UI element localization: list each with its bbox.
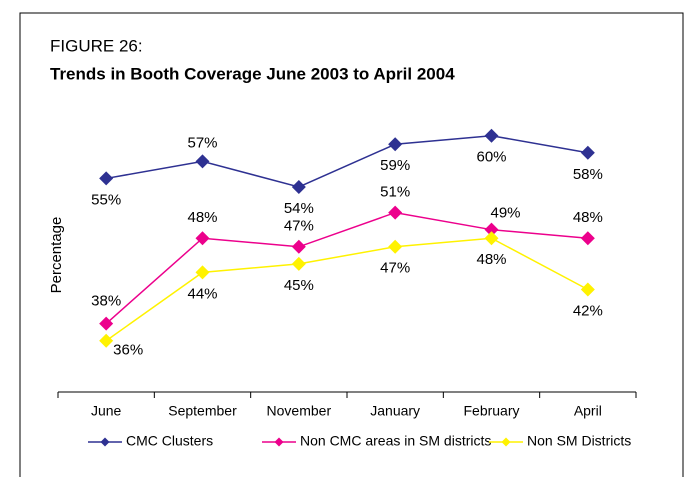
x-tick-label: November (267, 403, 332, 419)
chart-title: Trends in Booth Coverage June 2003 to Ap… (50, 64, 455, 83)
data-label: 58% (573, 166, 603, 183)
data-point (388, 205, 403, 220)
data-point (484, 222, 499, 237)
data-label: 57% (187, 134, 217, 151)
legend-label: CMC Clusters (126, 433, 213, 449)
data-point (291, 256, 306, 271)
data-point (291, 239, 306, 254)
series-line (106, 134, 588, 188)
x-tick-label: February (463, 403, 519, 419)
data-label: 54% (284, 200, 314, 217)
data-label: 51% (380, 184, 410, 201)
data-point (291, 179, 306, 194)
data-point (195, 231, 210, 246)
data-label: 59% (380, 157, 410, 174)
data-point (580, 231, 595, 246)
y-axis-label: Percentage (48, 217, 65, 294)
legend-marker (274, 437, 284, 447)
data-label: 55% (91, 191, 121, 208)
data-point (195, 265, 210, 280)
data-point (99, 333, 114, 348)
data-label: 48% (573, 209, 603, 226)
data-point (195, 154, 210, 169)
data-point (388, 239, 403, 254)
legend-label: Non CMC areas in SM districts (300, 433, 491, 449)
x-tick-label: September (168, 403, 237, 419)
data-label: 49% (490, 205, 520, 222)
series-line (105, 237, 589, 342)
data-label: 42% (573, 302, 603, 319)
data-label: 60% (476, 149, 506, 166)
data-point (388, 137, 403, 152)
series-line (105, 211, 588, 325)
data-label: 48% (187, 209, 217, 226)
data-point (99, 316, 114, 331)
x-tick-label: January (370, 403, 420, 419)
figure-label: FIGURE 26: (50, 36, 143, 55)
data-point (580, 282, 595, 297)
data-label: 48% (476, 251, 506, 268)
frame (19, 12, 684, 477)
data-point (484, 128, 499, 143)
legend-label: Non SM Districts (527, 433, 631, 449)
x-tick-label: June (91, 403, 122, 419)
data-point (484, 231, 499, 246)
data-label: 44% (187, 285, 217, 302)
data-point (580, 145, 595, 160)
x-tick-label: April (574, 403, 602, 419)
data-point (99, 171, 114, 186)
legend-marker (501, 437, 511, 447)
data-label: 47% (380, 260, 410, 277)
data-label: 38% (91, 293, 121, 310)
data-label: 47% (284, 218, 314, 235)
data-label: 45% (284, 277, 314, 294)
data-label: 36% (113, 342, 143, 359)
legend-marker (100, 437, 110, 447)
